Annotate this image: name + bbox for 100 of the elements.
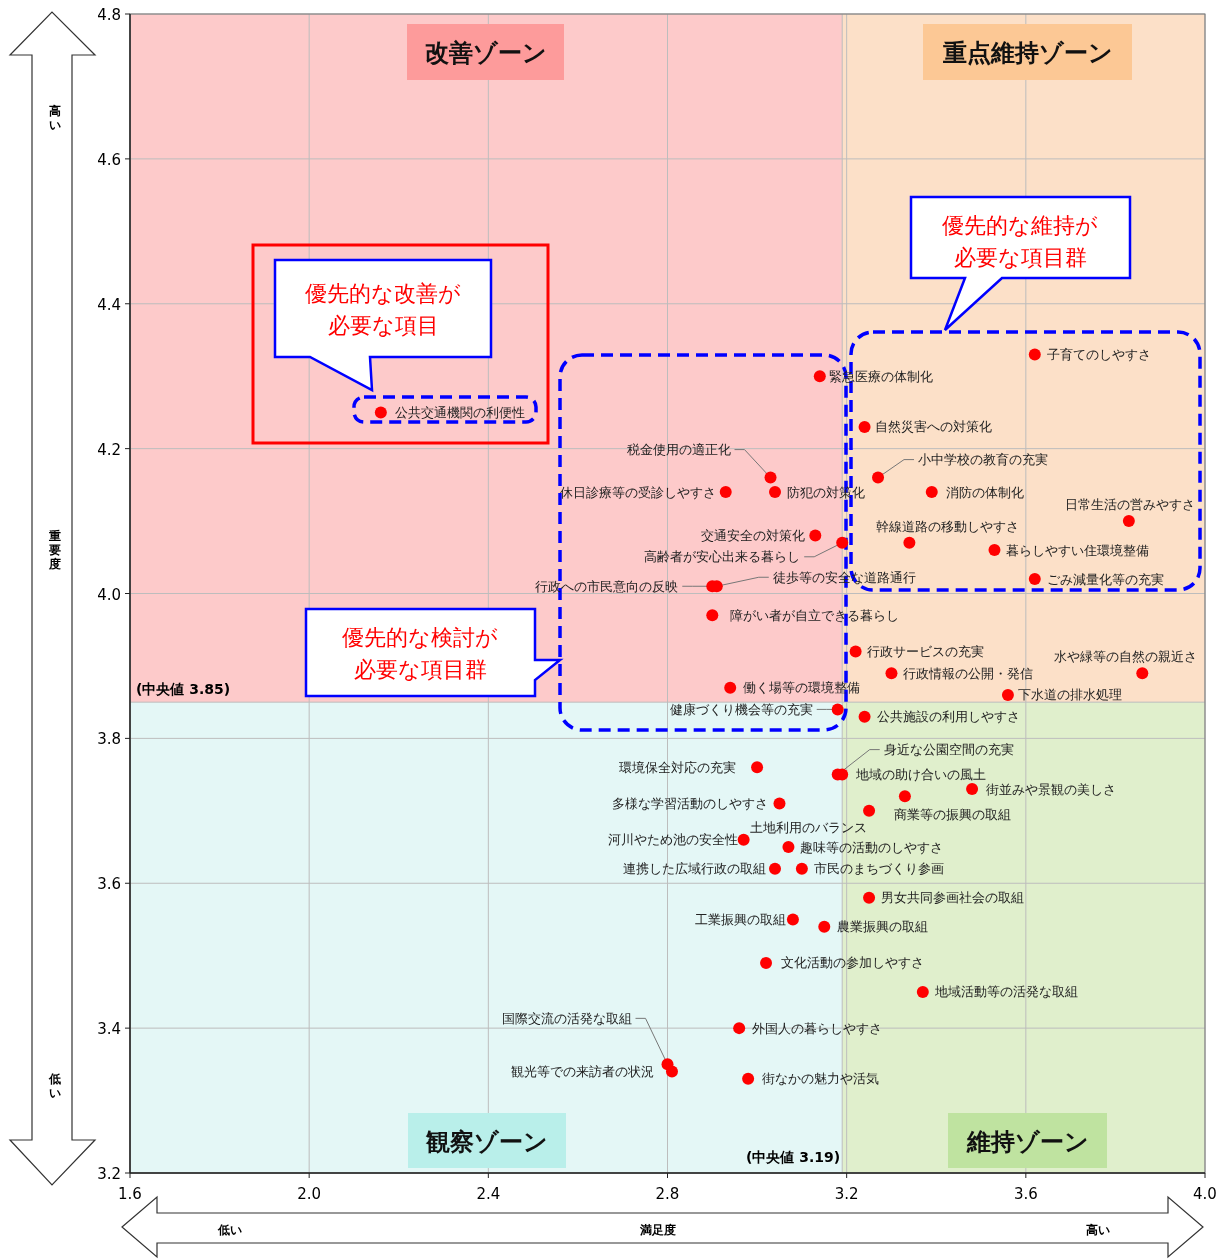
point: [737, 833, 750, 846]
annotation: 働く場等の環境整備: [743, 680, 861, 696]
x-tick-label: 2.0: [297, 1185, 322, 1203]
text: 高い: [1086, 1223, 1110, 1237]
annotation: 行政サービスの充実: [866, 643, 984, 659]
point: [1028, 573, 1041, 586]
annotation: 多様な学習活動のしやすさ: [612, 796, 769, 812]
x-tick-label: 4.0: [1193, 1185, 1217, 1203]
point: [742, 1072, 755, 1085]
point: [872, 471, 885, 484]
annotation: 趣味等の活動のしやすさ: [800, 839, 944, 855]
point: [773, 797, 786, 810]
picture-callout: 優先的な検討が必要な項目群: [304, 607, 564, 698]
text: 低い: [48, 1072, 61, 1100]
point: [988, 544, 1001, 557]
point: [858, 420, 871, 433]
point: [769, 862, 781, 875]
annotation: 改善ゾーン: [424, 39, 547, 67]
point: [760, 956, 773, 969]
annotation: 行政情報の公開・発信: [903, 665, 1034, 681]
y-tick-label: 4.2: [97, 440, 121, 459]
annotation: 優先的な改善が必要な項目: [305, 281, 461, 338]
point: [1028, 348, 1041, 361]
annotation: 観光等での来訪者の状況: [510, 1064, 654, 1080]
annotation: 高齢者が安心出来る暮らし: [644, 549, 801, 565]
point: [782, 841, 795, 854]
annotation: 自然災害への対策化: [874, 419, 992, 435]
y-axis-title: 重要度: [48, 529, 61, 571]
annotation: 幹線道路の移動しやすさ: [876, 519, 1020, 535]
annotation: 男女共同参画社会の取組: [881, 890, 1025, 906]
annotation: 下水道の排水処理: [1017, 687, 1122, 703]
y-tick-label: 3.6: [97, 875, 121, 894]
annotation: 交通安全の対策化: [701, 528, 806, 544]
ref-line-label: (中央値 3.85): [136, 681, 231, 698]
point: [1136, 667, 1149, 680]
annotation: 商業等の振興の取組: [893, 806, 1011, 822]
point: [885, 667, 898, 680]
x-tick-label: 2.4: [476, 1185, 501, 1203]
point: [374, 406, 387, 419]
y-tick-label: 4.6: [97, 150, 121, 169]
annotation: 行政への市民意向の反映: [535, 578, 679, 594]
annotation: 日常生活の営みやすさ: [1064, 496, 1195, 512]
point: [764, 471, 777, 484]
annotation: 観察ゾーン: [425, 1127, 548, 1156]
text: 低い: [217, 1223, 242, 1237]
picture-callout: 優先的な改善が必要な項目: [273, 258, 493, 393]
text: 高い: [49, 104, 61, 132]
point: [733, 1022, 746, 1035]
point: [818, 920, 831, 933]
annotation: 農業振興の取組: [837, 919, 929, 935]
point: [831, 703, 844, 716]
annotation: 優先的な検討が必要な項目群: [342, 625, 498, 682]
x-axis-title: 満足度: [639, 1223, 676, 1237]
x-tick-label: 1.6: [118, 1185, 142, 1203]
annotation: 街並みや景観の美しさ: [986, 781, 1117, 797]
point: [863, 891, 876, 904]
annotation: 土地利用のバランス: [750, 820, 868, 836]
point: [836, 536, 849, 549]
annotation: 消防の体制化: [945, 484, 1024, 500]
point: [863, 804, 876, 817]
annotation: ごみ減量化等の充実: [1046, 571, 1164, 587]
point: [665, 1065, 678, 1078]
point: [849, 645, 862, 658]
x-tick-label: 2.8: [655, 1185, 680, 1203]
point: [769, 486, 781, 499]
point: [1001, 688, 1014, 701]
y-tick-label: 4.4: [97, 295, 121, 314]
annotation: 休日診療等の受診しやすさ: [559, 484, 716, 500]
annotation: 小中学校の教育の充実: [918, 452, 1049, 468]
annotation: 国際交流の活発な取組: [501, 1010, 632, 1026]
point: [724, 681, 737, 694]
point: [809, 529, 822, 542]
annotation: 公共交通機関の利便性: [394, 404, 525, 420]
point: [795, 862, 808, 875]
annotation: 地域の助け合いの風土: [855, 767, 987, 783]
annotation: 水や緑等の自然の親近さ: [1054, 648, 1198, 664]
annotation: 河川やため池の安全性: [607, 832, 738, 848]
picture-callout: 優先的な維持が必要な項目群: [909, 195, 1132, 332]
annotation: 暮らしやすい住環境整備: [1006, 542, 1150, 558]
annotation: 重点維持ゾーン: [941, 39, 1113, 67]
point: [925, 486, 938, 499]
annotation: 税金使用の適正化: [626, 442, 731, 458]
annotation: 地域活動等の活発な取組: [933, 984, 1078, 1000]
y-tick-label: 4.0: [97, 585, 121, 604]
y-tick-label: 3.4: [97, 1020, 121, 1039]
annotation: 文化活動の参加しやすさ: [781, 955, 925, 971]
x-tick-label: 3.2: [834, 1185, 859, 1203]
point: [966, 783, 979, 796]
annotation: 市民のまちづくり参画: [813, 861, 944, 877]
annotation: 公共施設の利用しやすさ: [876, 709, 1020, 725]
annotation: 健康づくり機会等の充実: [669, 701, 813, 717]
point: [916, 985, 929, 998]
point: [1122, 515, 1135, 528]
point: [719, 486, 732, 499]
annotation: 工業振興の取組: [694, 911, 786, 927]
annotation: 障がい者が自立できる暮らし: [730, 607, 900, 623]
x-tick-label: 3.6: [1013, 1185, 1038, 1203]
annotation: 優先的な維持が必要な項目群: [942, 213, 1098, 270]
point: [786, 913, 799, 926]
annotation: 維持ゾーン: [965, 1127, 1089, 1156]
